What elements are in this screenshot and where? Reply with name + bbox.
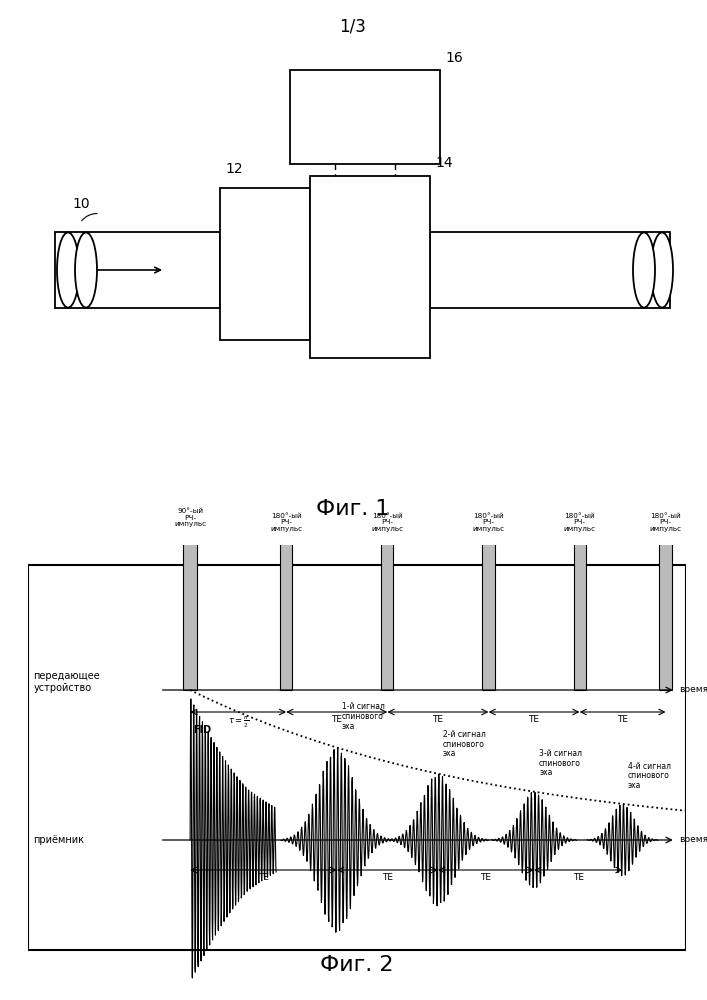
Text: время: время (679, 686, 707, 694)
Text: 16: 16 (445, 51, 463, 65)
Text: 1-й сигнал
спинового
эха: 1-й сигнал спинового эха (342, 702, 385, 731)
Text: 90°-ый
РЧ-
импульс: 90°-ый РЧ- импульс (174, 508, 206, 527)
Ellipse shape (633, 232, 655, 308)
Bar (660, 535, 672, 690)
Bar (290, 70, 440, 164)
Text: 10: 10 (72, 197, 90, 211)
Text: TE: TE (258, 873, 269, 882)
Text: 2-й сигнал
спинового
эха: 2-й сигнал спинового эха (443, 730, 486, 758)
Text: 12: 12 (225, 162, 243, 176)
Bar (310, 176, 430, 358)
Text: Фиг. 2: Фиг. 2 (320, 955, 394, 975)
Bar (573, 535, 585, 690)
Bar (220, 188, 310, 340)
Text: 3-й сигнал
спинового
эха: 3-й сигнал спинового эха (539, 749, 582, 777)
Text: 180°-ый
РЧ-
импульс: 180°-ый РЧ- импульс (270, 513, 303, 532)
Ellipse shape (57, 232, 79, 308)
Text: 4-й сигнал
спинового
эха: 4-й сигнал спинового эха (628, 762, 671, 790)
Text: передающее
устройство: передающее устройство (33, 671, 100, 693)
Text: 180°-ый
РЧ-
импульс: 180°-ый РЧ- импульс (650, 513, 682, 532)
Text: TE: TE (529, 715, 539, 724)
Text: 180°-ый
РЧ-
импульс: 180°-ый РЧ- импульс (563, 513, 595, 532)
Ellipse shape (75, 232, 97, 308)
Bar (430, 232, 670, 308)
Text: 14: 14 (435, 156, 452, 170)
Bar (55, 232, 220, 308)
Text: время: время (679, 836, 707, 844)
Bar (381, 535, 394, 690)
Text: TE: TE (433, 715, 443, 724)
Bar (28, 565, 686, 950)
Text: 180°-ый
РЧ-
импульс: 180°-ый РЧ- импульс (371, 513, 404, 532)
Text: TE: TE (617, 715, 628, 724)
Bar (482, 535, 495, 690)
Text: Фиг. 1: Фиг. 1 (316, 499, 390, 519)
Text: $\tau{=}\frac{\pi}{2}$: $\tau{=}\frac{\pi}{2}$ (228, 715, 249, 730)
Text: TE: TE (573, 873, 584, 882)
Text: приёмник: приёмник (33, 835, 84, 845)
Ellipse shape (651, 232, 673, 308)
Text: TE: TE (332, 715, 342, 724)
Text: TE: TE (382, 873, 393, 882)
Text: 1/3: 1/3 (339, 18, 366, 36)
Bar (183, 530, 197, 690)
Bar (280, 535, 292, 690)
Text: 180°-ый
РЧ-
импульс: 180°-ый РЧ- импульс (472, 513, 505, 532)
Text: FID: FID (193, 725, 211, 735)
Text: TE: TE (481, 873, 491, 882)
